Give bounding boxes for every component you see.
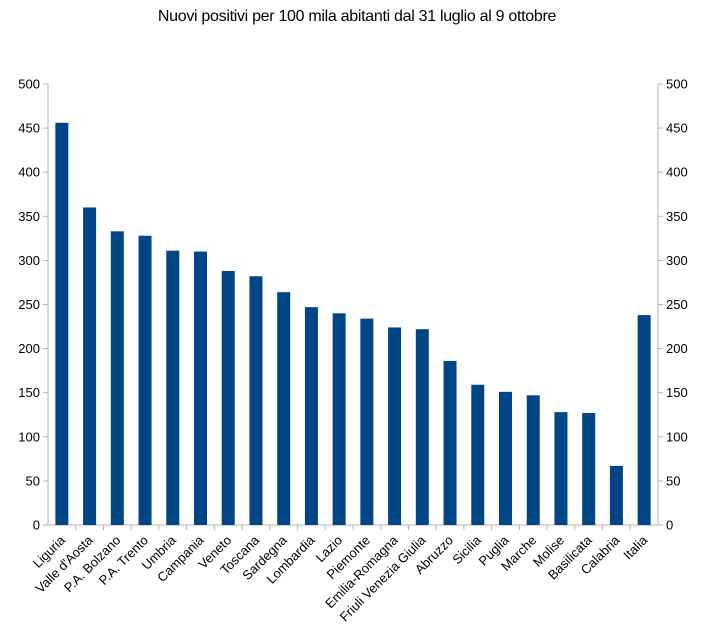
y-tick-label-right: 250 [666,297,688,312]
y-tick-label-left: 150 [18,385,40,400]
bar [221,270,235,525]
bar [110,231,124,525]
bar [332,313,346,525]
bar [304,307,318,525]
y-tick-label-right: 450 [666,121,688,136]
y-tick-label-right: 350 [666,209,688,224]
bar [360,318,374,525]
bar [388,327,402,525]
y-tick-label-right: 100 [666,429,688,444]
bar [277,292,291,525]
y-tick-label-left: 350 [18,209,40,224]
y-tick-label-left: 200 [18,341,40,356]
y-tick-label-right: 400 [666,165,688,180]
y-tick-label-left: 0 [33,518,40,533]
x-tick-label: Italia [620,532,651,563]
y-tick-label-right: 300 [666,253,688,268]
y-tick-label-left: 300 [18,253,40,268]
bar [609,465,623,525]
bar [83,207,97,526]
bar [582,412,596,525]
y-tick-label-left: 250 [18,297,40,312]
bar [443,360,457,525]
y-tick-label-right: 200 [666,341,688,356]
bar [55,122,69,526]
bar [166,250,180,525]
bar [194,251,207,525]
axes [43,83,663,530]
bar [499,391,512,525]
y-tick-label-left: 450 [18,121,40,136]
bar [526,395,540,525]
bar [415,329,429,525]
y-tick-label-right: 50 [666,473,680,488]
bars [55,122,651,526]
y-tick-label-right: 0 [666,518,673,533]
bar [249,276,263,525]
y-tick-label-left: 100 [18,429,40,444]
y-tick-label-left: 500 [18,77,40,92]
bar [471,384,485,525]
bar [138,235,152,526]
bar [637,315,651,525]
y-tick-label-left: 400 [18,165,40,180]
y-tick-label-right: 150 [666,385,688,400]
y-tick-label-left: 50 [26,473,40,488]
y-tick-label-right: 500 [666,77,688,92]
bar [554,412,568,525]
chart-title: Nuovi positivi per 100 mila abitanti dal… [157,8,557,25]
